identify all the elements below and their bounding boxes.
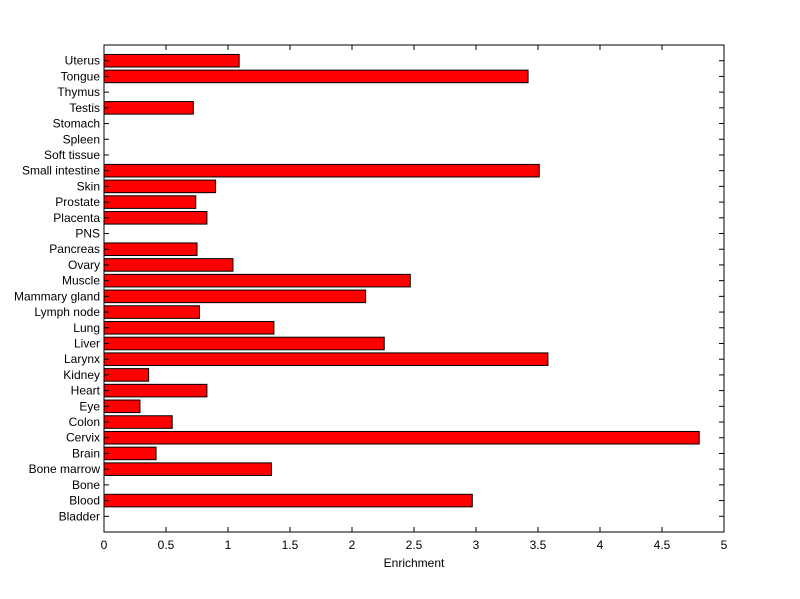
y-tick-label-soft-tissue: Soft tissue [44,148,100,162]
bar-testis [103,101,194,115]
bar-pancreas [103,242,198,257]
y-tick-label-prostate: Prostate [55,195,100,209]
y-tick-label-ovary: Ovary [68,258,100,272]
axis-ticks [103,45,725,532]
y-tick-label-mammary-gland: Mammary gland [14,289,100,303]
bar-brain [103,446,157,461]
bar-mammary-gland [103,289,367,304]
bar-cervix [103,430,700,445]
y-tick-label-tongue: Tongue [61,69,101,83]
y-tick-label-muscle: Muscle [62,274,100,288]
y-tick-label-pns: PNS [75,227,100,241]
bar-kidney [103,368,150,382]
y-tick-label-colon: Colon [69,415,100,429]
bar-skin [103,179,217,194]
bar-prostate [103,195,197,209]
x-tick-label: 1 [225,538,232,552]
bar-blood [103,493,473,508]
x-tick-label: 3 [473,538,480,552]
y-tick-label-bone: Bone [72,478,100,492]
x-tick-label: 0 [101,538,108,552]
y-tick-label-heart: Heart [71,384,101,398]
y-tick-label-small-intestine: Small intestine [22,164,100,178]
x-tick-label: 2 [349,538,356,552]
x-tick-label: 4 [597,538,604,552]
y-tick-label-lymph-node: Lymph node [34,305,100,319]
x-axis-label: Enrichment [384,556,445,570]
x-tick-label: 3.5 [530,538,547,552]
y-tick-label-pancreas: Pancreas [49,242,100,256]
bar-liver [103,336,385,351]
y-tick-label-liver: Liver [74,336,100,350]
x-tick-labels: 0 0.5 1 1.5 2 2.5 3 3.5 4 4.5 5 [101,538,728,552]
y-tick-label-bladder: Bladder [59,509,100,523]
y-tick-label-kidney: Kidney [63,368,100,382]
y-tick-label-eye: Eye [79,399,100,413]
x-tick-label: 0.5 [158,538,175,552]
bar-tongue [103,69,529,84]
x-tick-label: 4.5 [654,538,671,552]
bar-ovary [103,258,234,272]
plot-area [104,45,724,532]
bar-placenta [103,211,208,225]
y-tick-label-uterus: Uterus [65,54,100,68]
x-tick-label: 1.5 [282,538,299,552]
y-tick-label-larynx: Larynx [64,352,100,366]
y-tick-label-testis: Testis [69,101,100,115]
x-tick-label: 2.5 [406,538,423,552]
y-tick-label-placenta: Placenta [53,211,100,225]
y-tick-label-cervix: Cervix [66,431,100,445]
bar-larynx [103,352,549,366]
bar-heart [103,383,208,398]
bar-eye [103,399,141,414]
y-tick-label-bone-marrow: Bone marrow [29,462,101,476]
bar-colon [103,415,173,429]
y-tick-label-skin: Skin [77,179,100,193]
bar-lung [103,320,275,335]
x-tick-label: 5 [721,538,728,552]
bar-muscle [103,273,411,288]
bar-bone-marrow [103,462,272,476]
y-tick-label-lung: Lung [73,321,100,335]
bar-lymph-node [103,305,200,319]
y-tick-label-blood: Blood [69,494,100,508]
bar-small-intestine [103,163,540,178]
plot-frame [103,44,725,533]
y-tick-label-spleen: Spleen [63,132,100,146]
y-tick-label-brain: Brain [72,446,100,460]
bar-uterus [103,53,240,68]
y-tick-label-thymus: Thymus [57,85,100,99]
y-tick-label-stomach: Stomach [53,117,100,131]
